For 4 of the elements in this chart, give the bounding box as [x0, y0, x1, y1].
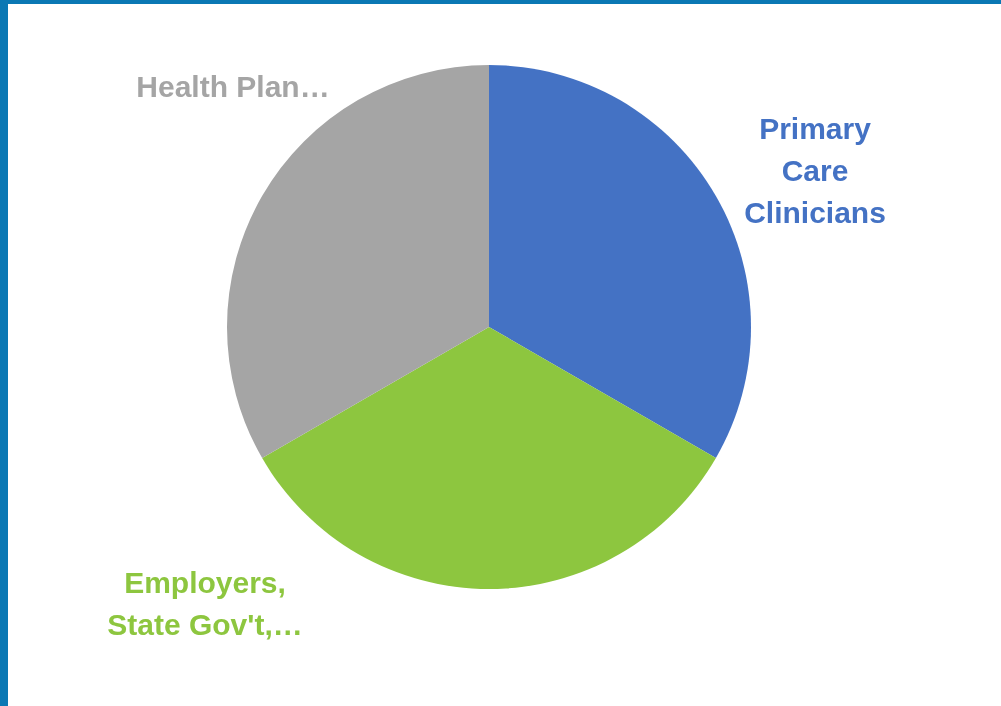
slice-label: Primary Care Clinicians: [744, 112, 886, 229]
pie-slice: [227, 65, 489, 459]
slice-label: Employers, State Gov't,…: [107, 566, 303, 641]
slice-label: Health Plan…: [136, 70, 330, 103]
